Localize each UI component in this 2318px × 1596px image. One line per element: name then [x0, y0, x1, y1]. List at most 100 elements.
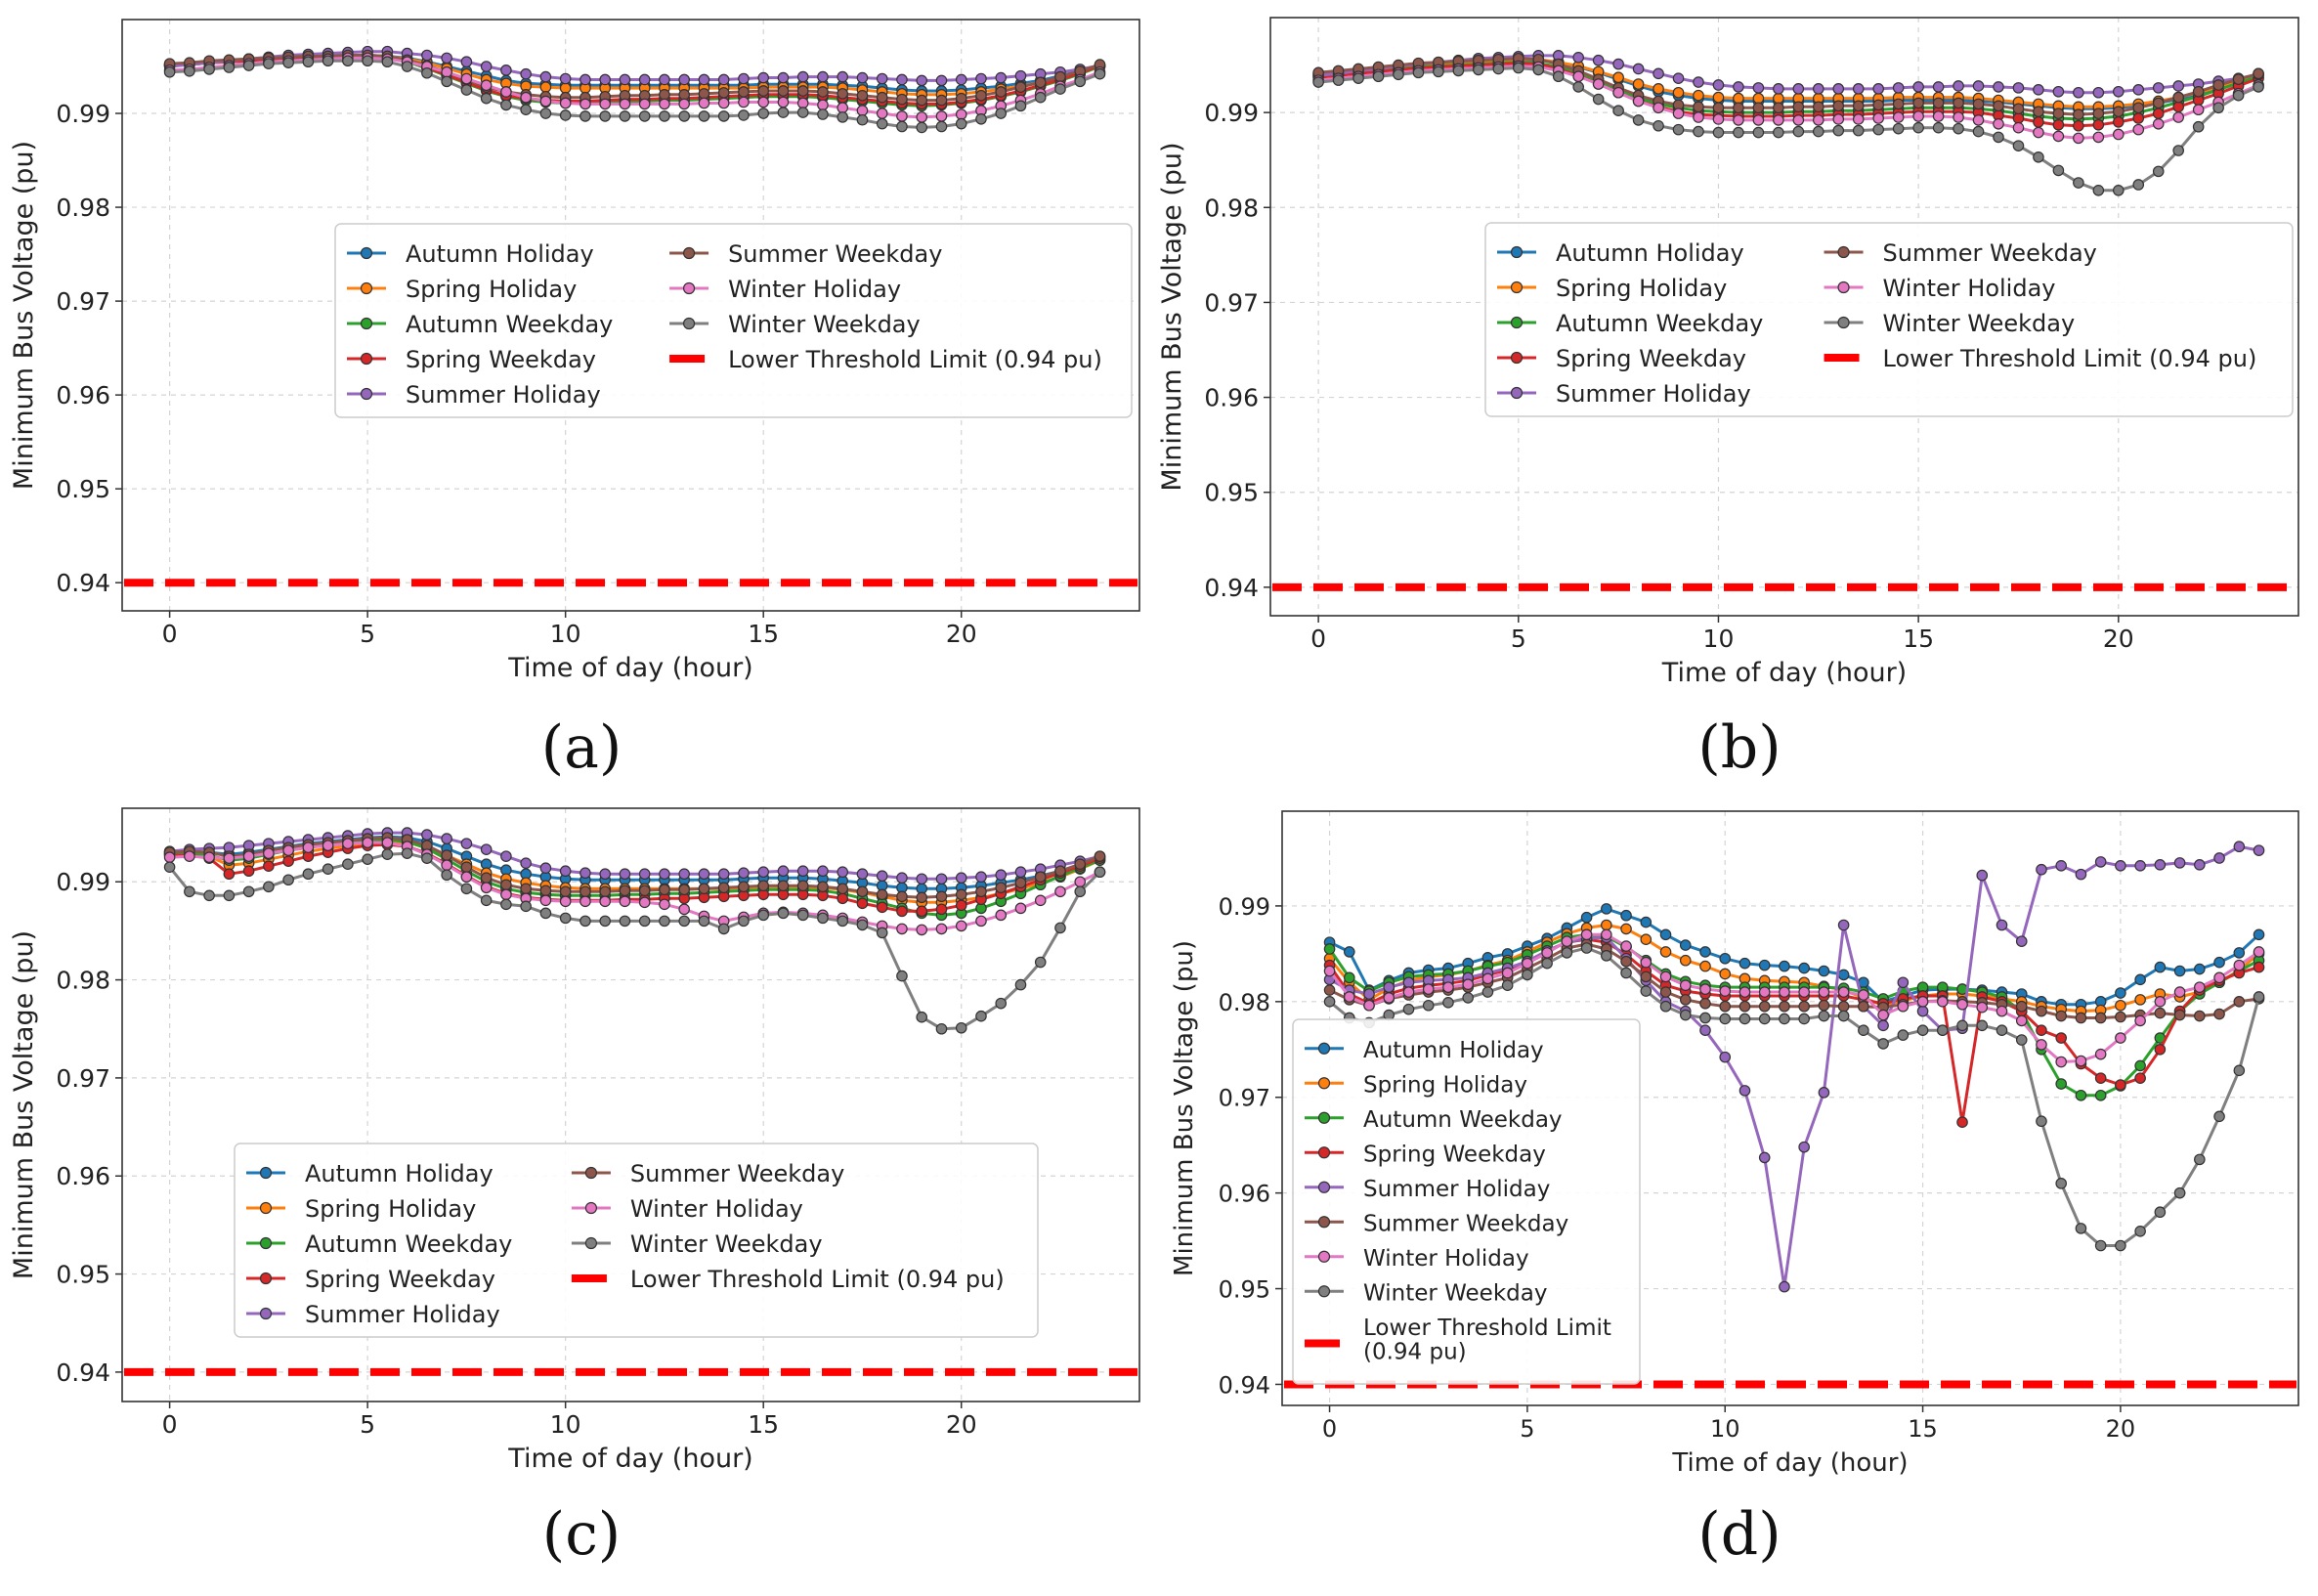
p4-legend-label-spring-holiday: Spring Holiday — [1363, 1072, 1527, 1098]
p4-point-winter-weekday-40 — [2115, 1239, 2126, 1252]
p2-point-winter-holiday-36 — [2033, 126, 2044, 139]
p2-point-winter-weekday-30 — [1912, 121, 1924, 134]
p4-point-summer-holiday-23 — [1779, 1280, 1790, 1293]
p4-point-summer-holiday-2 — [1363, 988, 1375, 1000]
p1-point-winter-weekday-12 — [401, 61, 413, 72]
p2-point-summer-weekday-36 — [2033, 106, 2044, 117]
p3-point-winter-weekday-35 — [856, 919, 869, 931]
p1-point-summer-holiday-41 — [975, 72, 987, 85]
p2-point-spring-weekday-37 — [2052, 118, 2065, 131]
p1-legend-marker-summer-holiday — [360, 387, 373, 401]
p2-point-summer-holiday-28 — [1872, 83, 1884, 95]
p3-point-winter-weekday-42 — [995, 997, 1008, 1010]
p3-point-summer-holiday-36 — [876, 870, 888, 883]
p3-point-summer-holiday-40 — [955, 872, 967, 884]
p3-point-summer-weekday-27 — [698, 883, 710, 895]
p3-point-winter-holiday-14 — [441, 859, 452, 871]
p2-point-winter-weekday-14 — [1592, 93, 1605, 106]
p4-point-summer-weekday-15 — [1620, 955, 1632, 968]
p1-point-winter-holiday-40 — [955, 108, 967, 120]
p4-point-summer-holiday-40 — [2115, 860, 2126, 872]
p1-point-summer-weekday-33 — [817, 86, 829, 98]
p2-point-summer-weekday-24 — [1792, 101, 1805, 113]
p2-point-winter-weekday-26 — [1832, 124, 1845, 137]
p3-point-summer-holiday-15 — [460, 838, 473, 849]
p1-point-winter-weekday-44 — [1034, 91, 1047, 104]
p4-point-winter-weekday-7 — [1462, 992, 1474, 1004]
p2-point-summer-weekday-34 — [1993, 100, 2004, 112]
p4-point-autumn-holiday-47 — [2253, 928, 2265, 941]
p4-point-winter-holiday-5 — [1422, 983, 1435, 995]
p1-point-winter-weekday-27 — [698, 110, 710, 122]
p2-legend-marker-winter-holiday — [1837, 280, 1850, 294]
p1-point-winter-weekday-3 — [223, 62, 236, 73]
p1-point-summer-weekday-44 — [1034, 76, 1047, 89]
p2-point-winter-weekday-6 — [1433, 65, 1444, 78]
p2-point-summer-weekday-29 — [1892, 98, 1905, 110]
p4-point-winter-holiday-29 — [1897, 1000, 1910, 1013]
p1-point-winter-weekday-35 — [856, 113, 869, 126]
p4-point-winter-weekday-13 — [1580, 942, 1593, 954]
p2-point-summer-holiday-23 — [1773, 83, 1784, 95]
p4-point-winter-holiday-41 — [2134, 1014, 2146, 1027]
p3-point-summer-weekday-21 — [580, 885, 591, 898]
p4-point-winter-holiday-12 — [1561, 935, 1573, 947]
p3-point-spring-weekday-36 — [876, 901, 888, 914]
p2-point-summer-weekday-44 — [2192, 85, 2205, 98]
p1-legend-marker-autumn-holiday — [360, 246, 373, 260]
p2-point-winter-weekday-29 — [1892, 122, 1905, 135]
p2-point-summer-holiday-16 — [1632, 63, 1645, 75]
p2-legend-label-lower-threshold-limit-0-94-pu: Lower Threshold Limit (0.94 pu) — [1883, 345, 2257, 372]
p1-xtick-label-1: 5 — [360, 620, 375, 648]
p4-point-winter-weekday-46 — [2233, 1064, 2246, 1077]
p2-point-summer-weekday-40 — [2112, 106, 2125, 117]
p1-ytick-label-2: 0.96 — [56, 381, 110, 410]
p1-point-winter-holiday-33 — [817, 99, 829, 111]
p3-point-winter-holiday-20 — [559, 895, 572, 908]
p1-point-summer-holiday-14 — [441, 52, 452, 65]
p2-point-winter-weekday-2 — [1352, 72, 1364, 84]
p3-point-summer-weekday-14 — [441, 849, 452, 861]
p3-point-winter-weekday-2 — [203, 889, 215, 902]
p2-point-winter-weekday-39 — [2092, 185, 2105, 196]
p3-xtick-label-0: 0 — [162, 1410, 178, 1439]
p3-point-winter-weekday-18 — [520, 900, 532, 913]
p2-point-summer-holiday-40 — [2112, 85, 2125, 98]
p4-point-winter-holiday-18 — [1679, 979, 1692, 991]
p1-point-summer-holiday-13 — [421, 49, 433, 62]
p3-point-winter-weekday-8 — [322, 863, 334, 876]
p4-point-winter-holiday-32 — [1956, 998, 1968, 1011]
p2-point-summer-weekday-26 — [1832, 100, 1845, 112]
p3-point-spring-weekday-3 — [223, 868, 236, 881]
p2-point-winter-weekday-7 — [1452, 65, 1465, 77]
p3-point-winter-weekday-15 — [460, 883, 473, 895]
p2-legend-label-autumn-holiday: Autumn Holiday — [1556, 239, 1744, 267]
p4-xtick-label-2: 10 — [1710, 1415, 1740, 1443]
p3-point-summer-holiday-41 — [975, 871, 987, 884]
p4-point-summer-weekday-42 — [2154, 1007, 2167, 1019]
p4-xtick-label-1: 5 — [1520, 1415, 1534, 1443]
p1-point-winter-weekday-41 — [975, 112, 987, 125]
p2-point-winter-weekday-38 — [2073, 177, 2084, 189]
p1-point-summer-weekday-37 — [896, 93, 908, 106]
p4-point-winter-weekday-29 — [1897, 1029, 1910, 1041]
p4-point-summer-holiday-34 — [1996, 919, 2008, 931]
p1-point-summer-holiday-27 — [698, 73, 710, 86]
p3-point-spring-weekday-38 — [916, 905, 928, 918]
p2-point-winter-holiday-19 — [1693, 111, 1704, 123]
p4-point-winter-weekday-4 — [1402, 1003, 1415, 1015]
p4-point-winter-holiday-21 — [1738, 986, 1751, 998]
p2-legend-label-spring-weekday: Spring Weekday — [1556, 345, 1746, 372]
p2-point-winter-holiday-31 — [1932, 110, 1945, 122]
p3-point-winter-weekday-29 — [738, 915, 750, 927]
p1-point-winter-weekday-43 — [1014, 100, 1027, 112]
p1-point-summer-weekday-34 — [837, 88, 849, 100]
p1-point-summer-weekday-35 — [856, 89, 869, 102]
p4-point-winter-weekday-35 — [2015, 1034, 2028, 1046]
p4-point-summer-holiday-20 — [1719, 1051, 1732, 1063]
p2-point-summer-holiday-42 — [2152, 82, 2165, 94]
p4-point-winter-holiday-3 — [1383, 992, 1395, 1004]
p4-point-summer-weekday-45 — [2213, 1008, 2225, 1020]
p3-point-winter-holiday-17 — [500, 888, 512, 901]
